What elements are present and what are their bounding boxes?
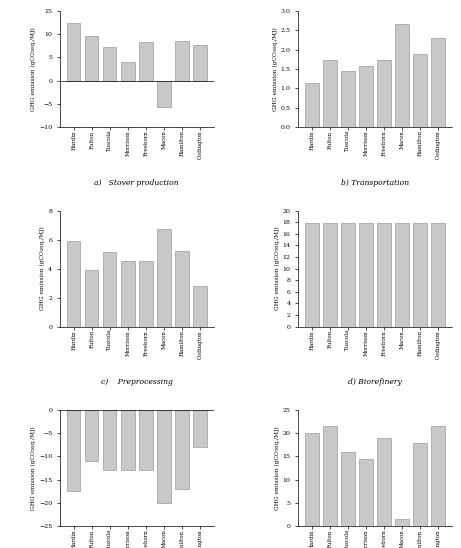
Bar — [121, 410, 135, 470]
Bar — [395, 223, 409, 327]
Bar — [395, 25, 409, 127]
Bar — [341, 452, 355, 526]
Bar — [121, 260, 135, 327]
Bar — [103, 252, 117, 327]
X-axis label: d) Biorefinery: d) Biorefinery — [348, 378, 402, 386]
Bar — [67, 241, 80, 327]
Bar — [67, 22, 80, 81]
Y-axis label: GHG emission (gCO₂eq./MJ): GHG emission (gCO₂eq./MJ) — [40, 227, 45, 310]
Bar — [85, 270, 99, 327]
Bar — [341, 71, 355, 127]
Bar — [359, 66, 372, 127]
Bar — [323, 426, 337, 526]
Bar — [193, 286, 207, 327]
Bar — [193, 45, 207, 81]
Bar — [157, 81, 171, 107]
Y-axis label: GHG emission (gCO₂eq./MJ): GHG emission (gCO₂eq./MJ) — [31, 426, 36, 510]
Bar — [323, 60, 337, 127]
Bar — [359, 459, 372, 526]
Bar — [157, 410, 171, 503]
Bar — [377, 438, 391, 526]
Bar — [103, 47, 117, 81]
Bar — [305, 223, 319, 327]
Bar — [323, 223, 337, 327]
Bar — [431, 38, 445, 127]
Bar — [121, 62, 135, 81]
X-axis label: c)    Preprocessing: c) Preprocessing — [101, 378, 173, 386]
Bar — [413, 223, 427, 327]
Bar — [139, 42, 153, 81]
Bar — [413, 54, 427, 127]
Y-axis label: GHG emission (gCO₂eq./MJ): GHG emission (gCO₂eq./MJ) — [274, 227, 279, 310]
Bar — [175, 41, 189, 81]
Bar — [305, 433, 319, 526]
Bar — [139, 260, 153, 327]
Y-axis label: GHG emission (gCO₂eq./MJ): GHG emission (gCO₂eq./MJ) — [274, 426, 280, 510]
Bar — [175, 251, 189, 327]
Bar — [157, 230, 171, 327]
Bar — [431, 426, 445, 526]
Bar — [377, 223, 391, 327]
Bar — [395, 519, 409, 526]
Bar — [67, 410, 80, 491]
Bar — [175, 410, 189, 489]
Bar — [193, 410, 207, 447]
Bar — [85, 36, 99, 81]
Bar — [139, 410, 153, 470]
Bar — [413, 443, 427, 526]
Bar — [341, 223, 355, 327]
Y-axis label: GHG emission (gCO₂eq./MJ): GHG emission (gCO₂eq./MJ) — [31, 27, 36, 111]
Y-axis label: GHG emission (gCO₂eq./MJ): GHG emission (gCO₂eq./MJ) — [272, 27, 278, 111]
Bar — [377, 60, 391, 127]
X-axis label: a)   Stover production: a) Stover production — [95, 179, 179, 186]
Bar — [85, 410, 99, 461]
X-axis label: b) Transportation: b) Transportation — [341, 179, 409, 186]
Bar — [305, 83, 319, 127]
Bar — [431, 223, 445, 327]
Bar — [359, 223, 372, 327]
Bar — [103, 410, 117, 470]
